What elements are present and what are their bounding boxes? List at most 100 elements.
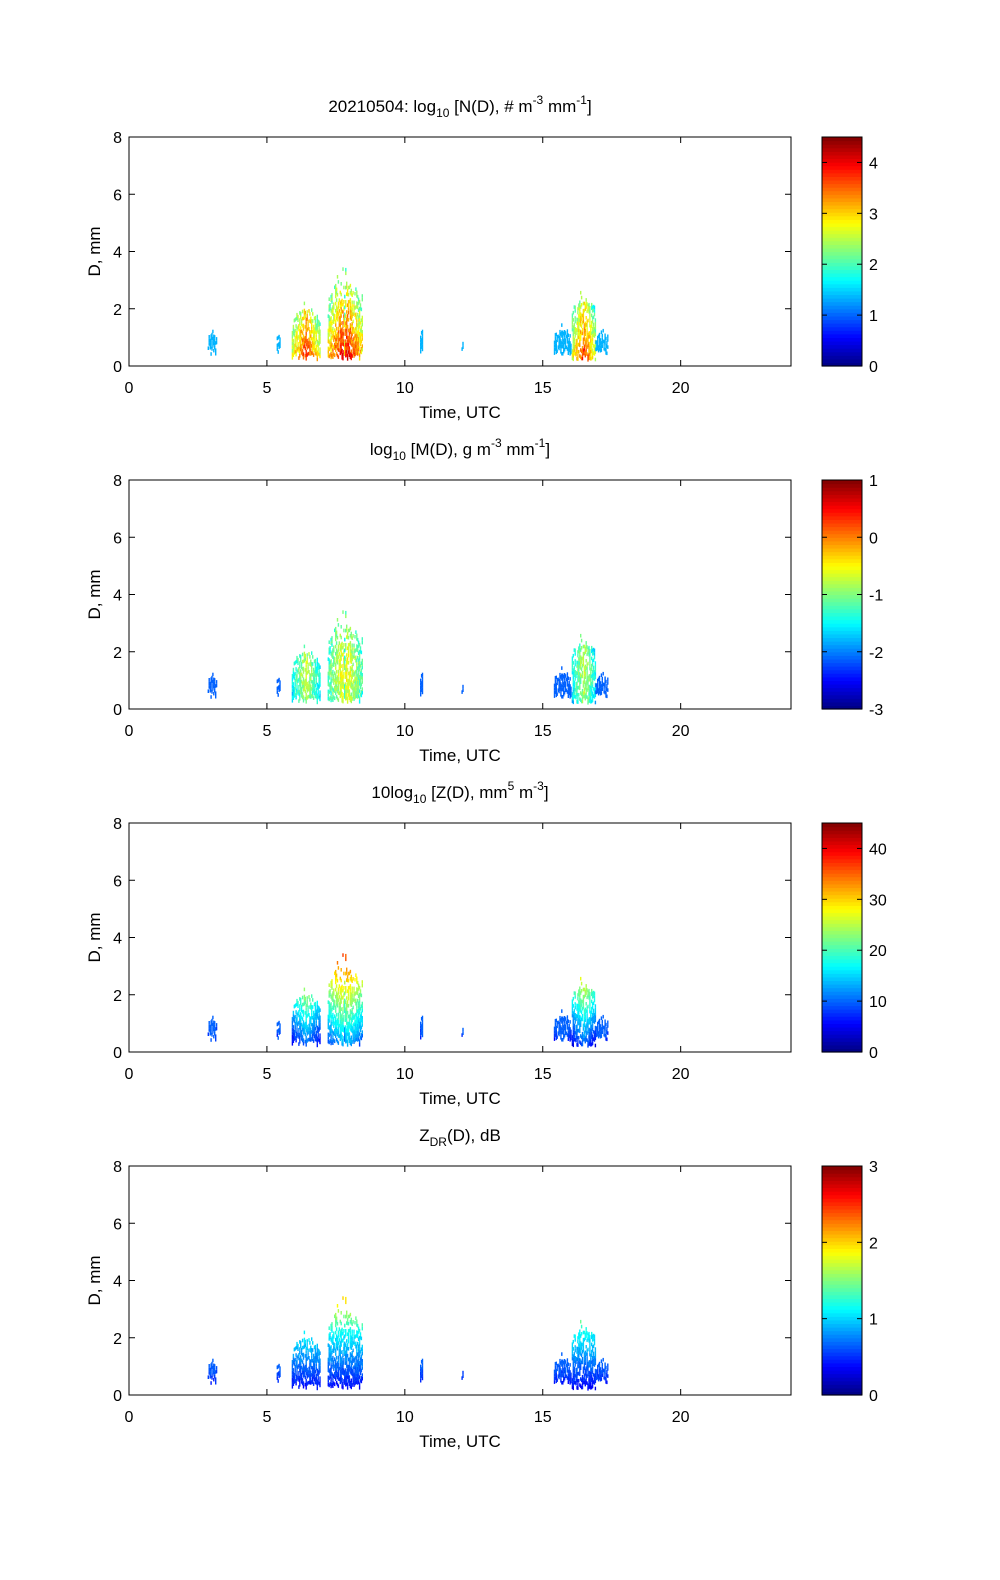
heatmap-cell	[344, 666, 346, 671]
heatmap-cell	[327, 682, 329, 687]
heatmap-cell	[584, 339, 586, 344]
heatmap-cell	[576, 1032, 578, 1036]
heatmap-cell	[209, 1032, 211, 1036]
heatmap-cell	[570, 693, 572, 698]
heatmap-cell	[351, 332, 353, 337]
heatmap-cell	[575, 345, 577, 350]
heatmap-cell	[346, 317, 348, 321]
heatmap-cell	[319, 322, 321, 326]
heatmap-cell	[580, 1041, 582, 1045]
heatmap-cell	[420, 1375, 422, 1379]
heatmap-cell	[317, 1030, 319, 1035]
heatmap-cell	[346, 1039, 349, 1044]
heatmap-cell	[340, 1375, 342, 1379]
heatmap-cell	[572, 310, 574, 315]
heatmap-cell	[357, 1020, 359, 1024]
heatmap-cell	[596, 1026, 598, 1030]
heatmap-cell	[303, 315, 306, 320]
heatmap-cell	[296, 1345, 298, 1350]
heatmap-cell	[302, 1038, 305, 1042]
heatmap-cell	[566, 1361, 569, 1366]
heatmap-cell	[207, 1032, 209, 1036]
heatmap-cell	[210, 1370, 212, 1375]
heatmap-cell	[598, 336, 601, 340]
heatmap-cell	[604, 1023, 606, 1027]
heatmap-cell	[313, 341, 316, 346]
heatmap-cell	[299, 1365, 301, 1369]
heatmap-cell	[296, 1016, 298, 1021]
x-tick-label: 20	[672, 723, 690, 740]
heatmap-cell	[572, 1339, 574, 1344]
heatmap-cell	[580, 1341, 582, 1345]
heatmap-cell	[214, 338, 216, 343]
heatmap-cell	[337, 1359, 340, 1363]
heatmap-cell	[357, 1012, 360, 1016]
heatmap-cell	[596, 686, 598, 691]
heatmap-cell	[329, 1357, 331, 1361]
heatmap-cell	[298, 324, 300, 328]
heatmap-cell	[328, 1355, 330, 1359]
heatmap-cell	[358, 649, 361, 654]
heatmap-cell	[350, 1335, 352, 1340]
heatmap-cell	[346, 1314, 348, 1318]
heatmap-cell	[319, 1008, 321, 1012]
heatmap-cell	[358, 310, 361, 315]
heatmap-cell	[312, 1014, 315, 1018]
heatmap-cell	[577, 1003, 579, 1008]
heatmap-cell	[329, 681, 331, 686]
heatmap-cell	[567, 683, 569, 688]
heatmap-cell	[312, 687, 314, 691]
heatmap-cell	[573, 326, 575, 331]
heatmap-cell	[297, 679, 299, 683]
heatmap-cell	[359, 321, 362, 325]
heatmap-cell	[329, 1335, 331, 1340]
heatmap-cell	[344, 1030, 346, 1035]
colorbar-segment	[822, 930, 862, 935]
heatmap-cell	[336, 346, 339, 351]
heatmap-cell	[579, 300, 581, 305]
heatmap-cell	[580, 1366, 582, 1370]
heatmap-cell	[349, 626, 352, 631]
heatmap-cell	[303, 340, 306, 345]
heatmap-cell	[300, 340, 302, 345]
heatmap-cell	[335, 691, 337, 695]
heatmap-cell	[334, 1021, 336, 1026]
heatmap-cell	[358, 992, 361, 997]
heatmap-cell	[586, 681, 588, 685]
heatmap-cell	[577, 1039, 579, 1044]
heatmap-cell	[361, 1008, 363, 1013]
colorbar-segment	[822, 666, 862, 671]
heatmap-cell	[335, 1334, 338, 1339]
heatmap-cell	[333, 306, 335, 310]
heatmap-cell	[579, 1022, 581, 1026]
heatmap-cell	[306, 1342, 308, 1347]
heatmap-cell	[591, 1042, 593, 1047]
heatmap-cell	[574, 1013, 576, 1017]
heatmap-cell	[350, 1028, 352, 1032]
heatmap-cell	[600, 341, 603, 345]
heatmap-cell	[581, 1349, 584, 1354]
heatmap-cell	[605, 1380, 607, 1384]
heatmap-cell	[346, 1375, 348, 1379]
heatmap-cell	[605, 687, 607, 691]
heatmap-cell	[314, 694, 317, 699]
title-part: DR	[430, 1135, 448, 1149]
heatmap-cell	[342, 324, 344, 329]
heatmap-cell	[346, 624, 348, 629]
heatmap-cell	[561, 694, 563, 699]
heatmap-cell	[213, 1020, 215, 1025]
heatmap-cell	[318, 324, 320, 328]
heatmap-cell	[356, 1373, 358, 1377]
heatmap-cell	[349, 351, 352, 356]
heatmap-cell	[349, 987, 352, 992]
heatmap-cell	[357, 351, 360, 355]
heatmap-cell	[341, 995, 343, 1000]
heatmap-cell	[584, 1368, 586, 1373]
heatmap-cell	[349, 1012, 352, 1017]
heatmap-cell	[340, 1328, 342, 1333]
heatmap-cell	[301, 1035, 304, 1039]
colorbar-segment	[822, 937, 862, 942]
heatmap-cell	[302, 1356, 305, 1360]
heatmap-cell	[330, 980, 332, 985]
heatmap-cell	[210, 1020, 212, 1024]
